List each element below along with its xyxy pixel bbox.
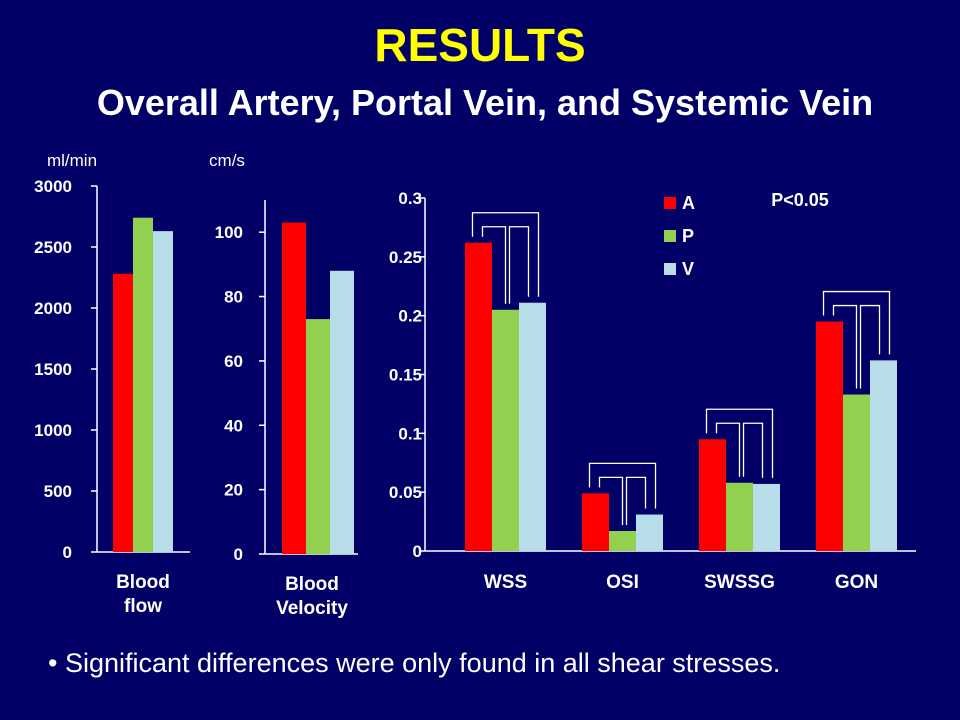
chart0-unit-label: ml/min: [47, 151, 97, 170]
chart0-y-tick-label: 2000: [34, 299, 72, 318]
chart2-category-label: GON: [835, 572, 878, 593]
chart2-y-tick-label: 0.05: [389, 483, 422, 502]
chart2-y-tick-label: 0.2: [398, 307, 422, 326]
chart2-bracket-A-P-1: [598, 476, 624, 525]
chart1-y-tick-label: 60: [224, 352, 243, 371]
chart2-bar-A-2: [699, 439, 726, 551]
chart2-bar-P-3: [843, 394, 870, 551]
chart2-bar-V-3: [870, 360, 897, 551]
conclusion-bullet: • Significant differences were only foun…: [48, 648, 781, 678]
chart2-bracket-A-P-2: [715, 422, 741, 477]
chart1-unit-label: cm/s: [209, 151, 245, 170]
chart2-y-tick-label: 0.3: [398, 189, 422, 208]
chart2-bracket-A-V-2: [705, 408, 774, 478]
chart1-category-label-line: Velocity: [276, 598, 348, 619]
chart0-y-tick-label: 0: [63, 543, 72, 562]
chart2-category-label: SWSSG: [704, 572, 775, 593]
chart2-bar-A-0: [465, 242, 492, 552]
chart2-bar-P-0: [492, 309, 519, 551]
chart2-y-tick-label: 0.15: [389, 366, 422, 385]
chart2-bracket-P-V-2: [742, 422, 764, 478]
chart2-bar-A-1: [582, 493, 609, 551]
chart0-y-tick-label: 500: [44, 482, 72, 501]
slide-title: RESULTS: [374, 19, 586, 71]
chart1-bar-A-0: [282, 222, 306, 554]
chart0-y-tick-label: 3000: [34, 177, 72, 196]
chart1-bar-V-0: [330, 270, 354, 554]
chart1-y-tick-label: 0: [234, 545, 243, 564]
chart1-y-tick-label: 20: [224, 481, 243, 500]
chart1-y-tick-label: 100: [215, 223, 243, 242]
chart2-bracket-A-P-0: [481, 226, 507, 304]
chart2-category-label: WSS: [484, 572, 527, 593]
chart2-bar-V-0: [519, 302, 546, 551]
chart2-bracket-P-V-1: [625, 476, 647, 525]
chart0-bar-A-0: [113, 273, 133, 552]
chart0-bar-P-0: [133, 217, 153, 552]
chart2-bracket-A-V-3: [822, 290, 891, 355]
chart2-bracket-A-V-1: [588, 462, 657, 509]
chart1-bar-P-0: [306, 319, 330, 554]
legend-swatch-A: [664, 197, 676, 209]
chart2-category-label: OSI: [606, 572, 639, 593]
chart2-bar-P-1: [609, 530, 636, 551]
slide-subtitle: Overall Artery, Portal Vein, and Systemi…: [96, 82, 874, 123]
chart2-bracket-A-V-0: [471, 212, 540, 297]
chart0-y-tick-label: 1000: [34, 421, 72, 440]
chart0-y-tick-label: 1500: [34, 360, 72, 379]
legend-swatch-P: [664, 230, 676, 242]
legend-swatch-V: [664, 263, 676, 275]
chart1-y-tick-label: 40: [224, 416, 243, 435]
legend-label-V: V: [682, 259, 694, 279]
chart0-bar-V-0: [153, 231, 173, 552]
chart2-bracket-P-V-3: [859, 304, 881, 389]
chart2-bar-P-2: [726, 482, 753, 551]
chart2-bar-A-3: [816, 321, 843, 551]
chart0-category-label-line: flow: [124, 596, 162, 617]
chart2-bracket-A-P-3: [832, 304, 858, 389]
chart2-bar-V-1: [636, 514, 663, 551]
chart2-y-tick-label: 0: [413, 542, 422, 561]
chart1-y-tick-label: 80: [224, 288, 243, 307]
chart0-y-tick-label: 2500: [34, 238, 72, 257]
chart2-y-tick-label: 0.1: [398, 424, 422, 443]
chart1-category-label-line: Blood: [285, 574, 339, 595]
significance-annotation: P<0.05: [771, 190, 829, 210]
chart2-y-tick-label: 0.25: [389, 248, 422, 267]
legend-label-P: P: [682, 226, 694, 246]
chart0-category-label-line: Blood: [116, 572, 170, 593]
legend-label-A: A: [682, 193, 695, 213]
chart2-bar-V-2: [753, 483, 780, 551]
chart2-bracket-P-V-0: [508, 226, 530, 304]
